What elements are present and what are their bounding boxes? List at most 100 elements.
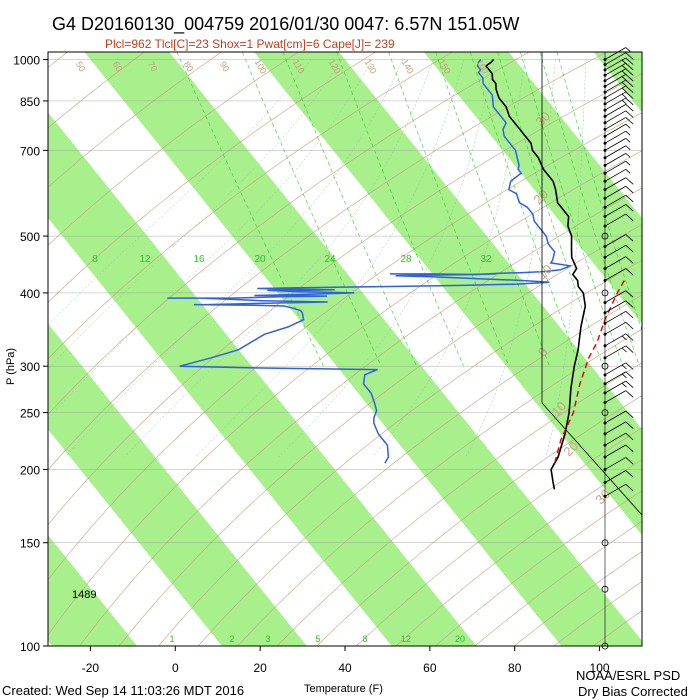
dry-bias-note: Dry Bias Corrected: [578, 684, 688, 699]
wind-barb-flag: [625, 213, 634, 222]
wind-barb-staff: [604, 256, 626, 269]
wind-barb-staff: [604, 470, 626, 483]
wind-barb-flag: [625, 68, 634, 76]
wind-barb-flag: [625, 362, 634, 370]
wind-barb-flag: [625, 160, 631, 166]
wind-barb-staff: [604, 160, 626, 174]
theta-label: 140: [400, 57, 416, 75]
wind-barb-staff: [604, 371, 626, 385]
wind-barb-staff: [604, 444, 626, 458]
wind-barb-flag: [625, 177, 634, 185]
wind-barb-flag: [621, 364, 627, 370]
wind-barb-staff: [604, 345, 626, 359]
mixing-ratio-label: 5: [315, 634, 320, 644]
y-tick-label: 100: [20, 640, 40, 654]
series-parcel-line: [553, 280, 625, 464]
wind-barb-staff: [604, 410, 626, 424]
wind-barb-staff: [604, 138, 626, 151]
wind-barb-flag: [625, 138, 631, 143]
wind-barb-flag: [625, 117, 634, 125]
mixing-ratio-line: [497, 52, 604, 367]
theta-label: 130: [363, 57, 379, 75]
wind-barb-staff: [604, 91, 626, 105]
wind-barb-flag: [625, 97, 634, 106]
wind-barb-flag: [625, 371, 634, 379]
x-tick-label: -20: [82, 661, 100, 675]
wind-barb-flag: [625, 444, 634, 453]
dry-adiabat-line: [79, 187, 642, 646]
wind-barb-flag: [625, 74, 634, 82]
wind-barb-staff: [604, 145, 626, 159]
mixing-ratio-line: [520, 52, 624, 367]
wind-barb-flag: [625, 47, 631, 52]
mixing-ratio-line: [282, 52, 417, 367]
x-tick-label: 60: [423, 661, 437, 675]
dry-adiabat-line: [276, 362, 642, 646]
mixing-ratio-line: [242, 52, 382, 367]
wind-barb-staff: [604, 185, 626, 199]
dry-adiabat-line: [48, 112, 642, 581]
wind-barb-flag: [625, 300, 634, 308]
dry-adiabat-line: [48, 52, 607, 471]
wind-barb-flag: [621, 87, 627, 93]
wind-barb-flag: [621, 373, 627, 379]
wind-barb-staff: [604, 234, 626, 247]
wind-barb-flag: [625, 234, 634, 242]
wind-barb-flag: [625, 153, 631, 158]
wind-barb-flag: [625, 483, 634, 492]
wind-barb-staff: [604, 483, 626, 497]
dry-adiabat-line: [48, 73, 642, 526]
isotherm-band: [48, 112, 477, 646]
wind-barb-staff: [604, 333, 626, 347]
mixing-ratio-label: 2: [229, 634, 234, 644]
wind-barb-staff: [604, 321, 626, 335]
series-temperature-line: [484, 58, 587, 490]
wind-barb-flag: [625, 57, 634, 65]
y-tick-label: 850: [20, 95, 40, 109]
chart-title: G4 D20160130_004759 2016/01/30 0047: 6.5…: [52, 14, 519, 35]
mixing-ratio-line: [336, 52, 464, 367]
wind-barb-staff: [604, 213, 626, 227]
dry-adiabat-line: [237, 328, 642, 646]
wind-barb-staff: [604, 194, 626, 208]
wind-barb-flag: [625, 91, 634, 99]
wind-barb-flag: [625, 390, 634, 398]
mixing-ratio-label: 8: [92, 254, 98, 265]
mixing-ratio-line: [556, 52, 642, 332]
wind-barb-staff: [604, 310, 626, 324]
moist-adiabat-line: [372, 59, 526, 458]
wind-barb-flag: [625, 432, 634, 441]
wind-barb-flag: [621, 76, 627, 81]
wind-barb-staff: [604, 130, 626, 144]
wind-barb-flag: [625, 333, 634, 341]
wind-barb-staff: [604, 380, 626, 394]
moist-adiabat-line: [65, 59, 403, 458]
wind-barb-flag: [625, 470, 634, 478]
dry-adiabat-line: [48, 52, 530, 415]
y-tick-label: 700: [20, 144, 40, 158]
series-dewpoint-line: [167, 59, 573, 464]
wind-barb-staff: [604, 204, 626, 217]
dry-adiabat-line: [48, 52, 299, 246]
wind-barb-flag: [625, 322, 634, 330]
wind-calm-marker: [601, 585, 609, 593]
wind-barb-staff: [604, 168, 626, 182]
dry-adiabat-line: [48, 52, 222, 188]
y-tick-label: 400: [20, 287, 40, 301]
wind-barb-flag: [625, 311, 634, 319]
wind-barb-flag: [625, 410, 634, 419]
isotherm-band: [423, 52, 642, 324]
moist-adiabat-line: [195, 59, 465, 458]
wind-calm-marker: [601, 232, 609, 240]
wind-barb-flag: [625, 123, 631, 129]
wind-barb-flag: [621, 335, 627, 341]
wind-barb-flag: [621, 347, 627, 353]
wind-barb-flag: [625, 194, 634, 203]
wind-barb-staff: [604, 177, 626, 190]
wind-barb-flag: [625, 380, 634, 389]
wind-barb-flag: [625, 85, 634, 93]
moist-adiabat-line: [278, 59, 495, 458]
x-tick-label: 0: [172, 661, 179, 675]
